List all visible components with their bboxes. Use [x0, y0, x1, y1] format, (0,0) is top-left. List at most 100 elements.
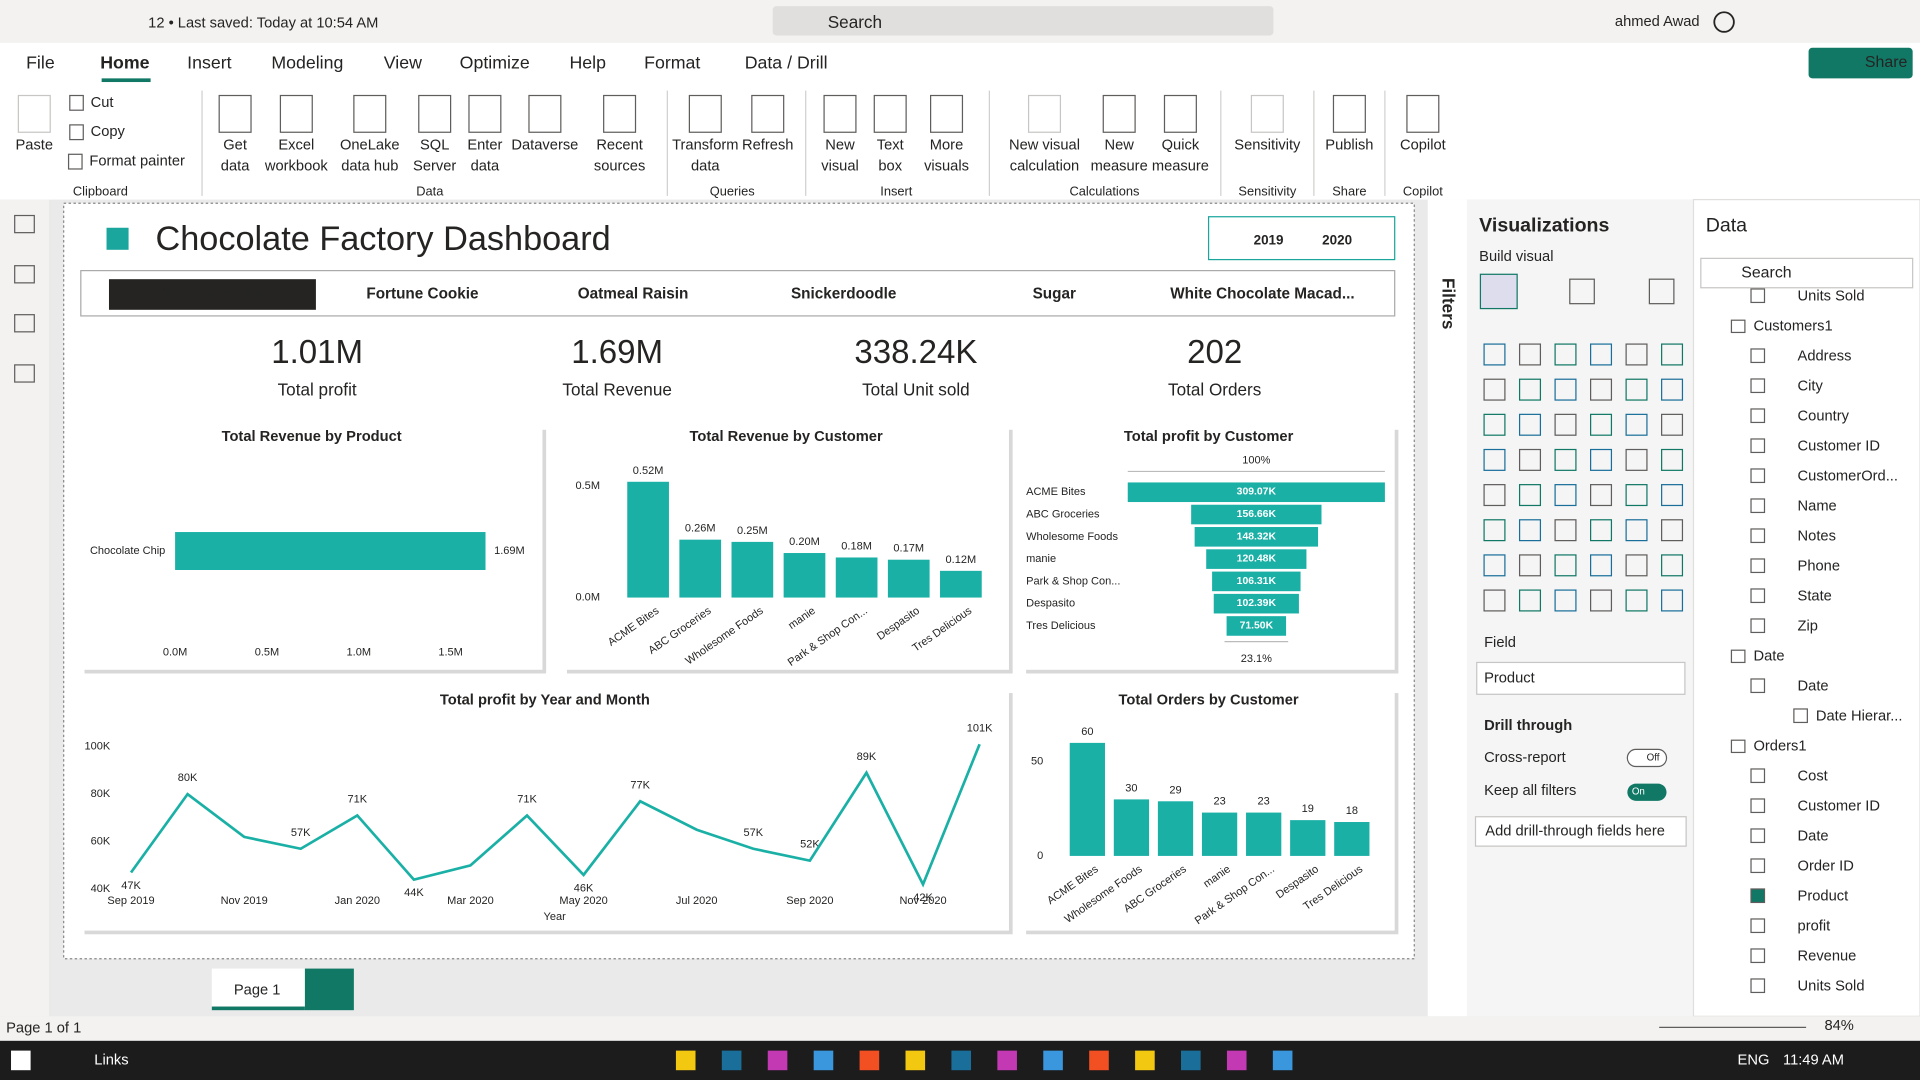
ribbon-button[interactable]: Recent: [596, 138, 643, 154]
add-page[interactable]: [304, 968, 354, 1011]
ribbon-button[interactable]: calculation: [1010, 159, 1079, 175]
filters-label[interactable]: Filters: [1439, 278, 1459, 329]
field-name[interactable]: Name: [1798, 498, 1837, 514]
ribbon-button[interactable]: data hub: [341, 159, 398, 175]
ribbon-button[interactable]: Dataverse: [511, 138, 578, 154]
ribbon-button[interactable]: box: [878, 159, 902, 175]
ribbon-button[interactable]: Publish: [1325, 138, 1373, 154]
field-name[interactable]: Cost: [1798, 768, 1828, 784]
search-placeholder[interactable]: Search: [1741, 265, 1791, 282]
ribbon-button[interactable]: visuals: [924, 159, 969, 175]
ribbon-button[interactable]: Enter: [467, 138, 502, 154]
field-name[interactable]: Units Sold: [1798, 978, 1865, 994]
menu-tab[interactable]: File: [26, 52, 55, 72]
field-name[interactable]: Customer ID: [1798, 798, 1880, 814]
field-name[interactable]: Customer ID: [1798, 438, 1880, 454]
slicer-option[interactable]: 2020: [1322, 233, 1352, 248]
field-name[interactable]: Notes: [1798, 528, 1836, 544]
field-name[interactable]: Date: [1798, 678, 1829, 694]
menu-tab[interactable]: Insert: [187, 52, 231, 72]
ribbon-button[interactable]: Paste: [16, 138, 54, 154]
field-name[interactable]: City: [1798, 378, 1824, 394]
field-name[interactable]: Zip: [1798, 618, 1818, 634]
menu-tab[interactable]: View: [384, 52, 422, 72]
ribbon-button[interactable]: New visual: [1009, 138, 1080, 154]
taskbar-search[interactable]: Links: [94, 1052, 128, 1068]
menu-tab[interactable]: Format: [644, 52, 700, 72]
toggle-on[interactable]: [1627, 783, 1667, 801]
ribbon-button[interactable]: Format painter: [89, 154, 185, 170]
field-name[interactable]: Customers1: [1753, 318, 1832, 334]
ribbon-button[interactable]: SQL: [420, 138, 449, 154]
ribbon-button[interactable]: Text: [877, 138, 904, 154]
ribbon-button[interactable]: Server: [413, 159, 456, 175]
date-slicer[interactable]: [1207, 216, 1396, 261]
ribbon-button[interactable]: data: [221, 159, 250, 175]
field-name[interactable]: Orders1: [1753, 738, 1806, 754]
field-name[interactable]: Address: [1798, 348, 1852, 364]
search-placeholder[interactable]: Search: [828, 12, 882, 32]
field-name[interactable]: Revenue: [1798, 948, 1857, 964]
selected-tab[interactable]: [108, 279, 316, 310]
menu-tab[interactable]: Optimize: [460, 52, 530, 72]
field-name[interactable]: State: [1798, 588, 1832, 604]
field-name[interactable]: profit: [1798, 918, 1831, 934]
field-name[interactable]: Order ID: [1798, 858, 1854, 874]
field-name[interactable]: Date Hierar...: [1816, 708, 1903, 724]
field-name[interactable]: Product: [1798, 888, 1849, 904]
field-well[interactable]: [1476, 661, 1686, 695]
field-name[interactable]: Country: [1798, 408, 1850, 424]
slicer-option[interactable]: White Chocolate Macad...: [1170, 285, 1354, 302]
toggle-state[interactable]: On: [1632, 787, 1645, 798]
search-box[interactable]: [772, 6, 1274, 36]
menu-tab[interactable]: Modeling: [271, 52, 343, 72]
ribbon-button[interactable]: workbook: [264, 159, 329, 175]
ribbon-button[interactable]: Cut: [91, 95, 114, 111]
ribbon-button[interactable]: Excel: [278, 138, 314, 154]
field-value[interactable]: Product: [1484, 670, 1535, 686]
ribbon-button[interactable]: Quick: [1162, 138, 1200, 154]
ribbon-button[interactable]: measure: [1091, 159, 1148, 175]
ribbon-group: Share: [1332, 184, 1366, 199]
share-label[interactable]: Share: [1865, 54, 1908, 71]
ribbon-button[interactable]: data: [691, 159, 720, 175]
ribbon-button[interactable]: Refresh: [742, 138, 793, 154]
menu-tab[interactable]: Data / Drill: [745, 52, 828, 72]
ribbon-button[interactable]: measure: [1152, 159, 1209, 175]
ribbon-button[interactable]: visual: [821, 159, 859, 175]
field-name[interactable]: Date: [1798, 828, 1829, 844]
slicer-option[interactable]: 2019: [1254, 233, 1284, 248]
slicer-option[interactable]: Oatmeal Raisin: [578, 285, 689, 302]
ribbon-button[interactable]: Transform: [672, 138, 738, 154]
drop-hint[interactable]: Add drill-through fields here: [1485, 823, 1665, 839]
toggle-state[interactable]: Off: [1647, 752, 1660, 763]
field-name[interactable]: Date: [1753, 648, 1784, 664]
ribbon-button[interactable]: New: [825, 138, 855, 154]
field-name[interactable]: Units Sold: [1798, 288, 1865, 304]
menu-tab[interactable]: Home: [100, 52, 149, 72]
toggle-off[interactable]: [1626, 748, 1668, 768]
ribbon-button[interactable]: sources: [594, 159, 645, 175]
slicer-option[interactable]: Sugar: [1033, 285, 1076, 302]
drill-well[interactable]: [1474, 816, 1687, 847]
left-nav: [0, 199, 49, 1017]
ribbon-button[interactable]: Copy: [91, 124, 126, 140]
field-name[interactable]: Phone: [1798, 558, 1840, 574]
ribbon-button[interactable]: More: [930, 138, 963, 154]
slicer-option[interactable]: Snickerdoodle: [791, 285, 896, 302]
ribbon-button[interactable]: OneLake: [340, 138, 400, 154]
menu-tab[interactable]: Help: [569, 52, 606, 72]
ribbon-button[interactable]: Get: [223, 138, 247, 154]
ribbon-button[interactable]: Sensitivity: [1234, 138, 1301, 154]
document-status: 12 • Last saved: Today at 10:54 AM: [148, 15, 378, 31]
page-tab-label[interactable]: Page 1: [234, 983, 281, 999]
ribbon-button[interactable]: New: [1104, 138, 1134, 154]
slicer-option[interactable]: Chocolate Chip: [156, 285, 268, 302]
ribbon-button[interactable]: Copilot: [1400, 138, 1446, 154]
field-name[interactable]: CustomerOrd...: [1798, 468, 1898, 484]
filters-strip[interactable]: [1427, 199, 1467, 1017]
share-button[interactable]: [1808, 47, 1913, 79]
data-search[interactable]: [1700, 257, 1914, 289]
ribbon-button[interactable]: data: [471, 159, 500, 175]
slicer-option[interactable]: Fortune Cookie: [366, 285, 478, 302]
